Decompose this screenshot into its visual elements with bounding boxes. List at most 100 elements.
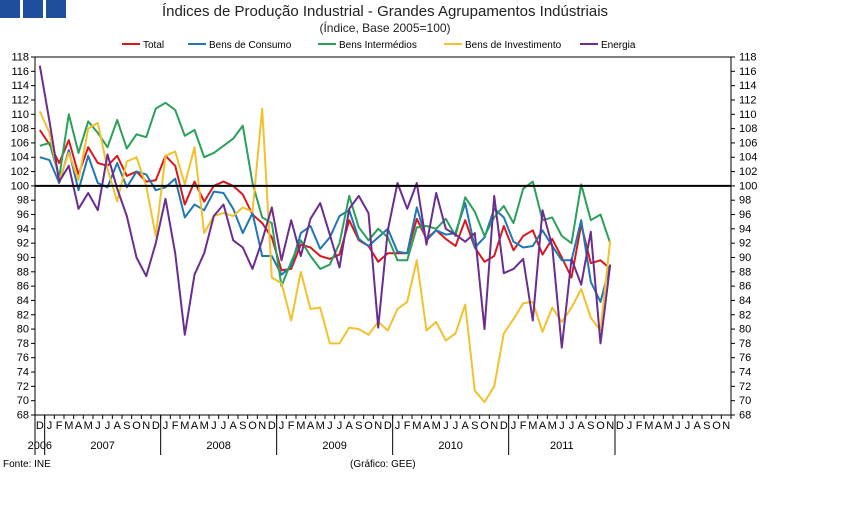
y-tick-label-left: 106 xyxy=(11,137,29,149)
x-month-label: D xyxy=(268,420,276,432)
y-tick-label-right: 118 xyxy=(739,52,757,64)
x-month-label: J xyxy=(163,420,169,432)
x-month-label: F xyxy=(172,420,179,432)
y-tick-label-right: 102 xyxy=(739,166,757,178)
x-month-label: A xyxy=(191,420,199,432)
x-month-label: A xyxy=(693,420,701,432)
x-month-label: J xyxy=(569,420,575,432)
y-tick-label-left: 102 xyxy=(11,166,29,178)
x-month-label: J xyxy=(211,420,217,432)
ine-logo xyxy=(0,0,66,18)
x-month-label: M xyxy=(84,420,93,432)
x-month-label: F xyxy=(288,420,295,432)
y-tick-label-left: 104 xyxy=(11,152,29,164)
y-tick-label-left: 68 xyxy=(17,410,29,422)
y-tick-label-right: 108 xyxy=(739,123,757,135)
x-month-label: N xyxy=(490,420,498,432)
x-month-label: F xyxy=(404,420,411,432)
x-month-label: F xyxy=(636,420,643,432)
y-tick-label-left: 86 xyxy=(17,281,29,293)
x-month-label: J xyxy=(279,420,285,432)
x-month-label: N xyxy=(142,420,150,432)
x-year-label: 2008 xyxy=(206,440,230,452)
x-month-label: J xyxy=(395,420,401,432)
x-month-label: O xyxy=(364,420,373,432)
y-tick-label-right: 86 xyxy=(739,281,751,293)
x-month-label: O xyxy=(712,420,721,432)
x-month-label: A xyxy=(75,420,83,432)
y-tick-label-right: 76 xyxy=(739,352,751,364)
y-tick-label-right: 114 xyxy=(739,80,757,92)
y-tick-label-left: 82 xyxy=(17,309,29,321)
x-month-label: M xyxy=(664,420,673,432)
x-month-label: D xyxy=(384,420,392,432)
x-month-label: J xyxy=(685,420,691,432)
x-month-label: M xyxy=(412,420,421,432)
x-year-label: 2010 xyxy=(438,440,462,452)
x-month-label: N xyxy=(258,420,266,432)
y-tick-label-left: 110 xyxy=(11,109,29,121)
x-month-label: J xyxy=(327,420,333,432)
x-month-label: S xyxy=(471,420,478,432)
x-month-label: J xyxy=(627,420,633,432)
legend: Total Bens de Consumo Bens Intermédios Bens… xyxy=(122,40,636,51)
y-tick-label-left: 96 xyxy=(17,209,29,221)
series-line-total xyxy=(38,129,611,279)
x-month-label: A xyxy=(423,420,431,432)
y-tick-label-right: 74 xyxy=(739,367,751,379)
x-month-label: O xyxy=(480,420,489,432)
x-month-label: M xyxy=(548,420,557,432)
series-lines xyxy=(38,65,612,404)
y-tick-label-right: 78 xyxy=(739,338,751,350)
y-tick-label-left: 108 xyxy=(11,123,29,135)
y-tick-label-right: 96 xyxy=(739,209,751,221)
y-tick-label-left: 112 xyxy=(11,94,29,106)
chart-subtitle: (Índice, Base 2005=100) xyxy=(319,21,451,35)
chart-title: Índices de Produção Industrial - Grandes… xyxy=(161,3,609,20)
y-tick-label-right: 72 xyxy=(739,381,751,393)
y-axis-left: 68 70 72 74 76 78 80 82 84 86 88 90 92 94 96 98 100 102 10… xyxy=(11,52,35,422)
x-month-label: N xyxy=(722,420,730,432)
legend-label: Bens de Consumo xyxy=(209,40,292,51)
x-month-label: M xyxy=(432,420,441,432)
y-tick-label-right: 98 xyxy=(739,195,751,207)
y-tick-label-right: 70 xyxy=(739,395,751,407)
legend-label: Total xyxy=(143,40,164,51)
x-month-label: J xyxy=(95,420,101,432)
x-month-label: O xyxy=(596,420,605,432)
series-line-bens-intermédios xyxy=(39,101,612,288)
y-tick-label-right: 82 xyxy=(739,309,751,321)
y-tick-label-right: 100 xyxy=(739,180,757,192)
y-tick-label-left: 76 xyxy=(17,352,29,364)
y-tick-label-left: 92 xyxy=(17,238,29,250)
x-month-label: S xyxy=(587,420,594,432)
y-tick-label-left: 94 xyxy=(17,223,29,235)
y-tick-label-left: 84 xyxy=(17,295,29,307)
x-month-label: A xyxy=(577,420,585,432)
y-tick-label-left: 74 xyxy=(17,367,29,379)
x-month-label: N xyxy=(374,420,382,432)
x-month-label: S xyxy=(703,420,710,432)
y-tick-label-left: 100 xyxy=(11,180,29,192)
x-month-label: J xyxy=(511,420,517,432)
x-month-label: J xyxy=(453,420,459,432)
y-tick-label-right: 116 xyxy=(739,66,757,78)
y-tick-label-right: 110 xyxy=(739,109,757,121)
series-line-energia xyxy=(38,65,612,349)
y-tick-label-left: 90 xyxy=(17,252,29,264)
y-tick-label-left: 70 xyxy=(17,395,29,407)
x-month-label: A xyxy=(229,420,237,432)
x-month-label: D xyxy=(152,420,160,432)
x-month-label: D xyxy=(616,420,624,432)
x-month-label: S xyxy=(355,420,362,432)
source-note: Fonte: INE xyxy=(3,459,51,470)
y-tick-label-right: 92 xyxy=(739,238,751,250)
x-month-label: M xyxy=(64,420,73,432)
y-tick-label-right: 94 xyxy=(739,223,751,235)
y-tick-label-left: 114 xyxy=(11,80,29,92)
x-month-label: F xyxy=(520,420,527,432)
chart-credit: (Gráfico: GEE) xyxy=(350,459,416,470)
legend-label: Energia xyxy=(601,40,636,51)
